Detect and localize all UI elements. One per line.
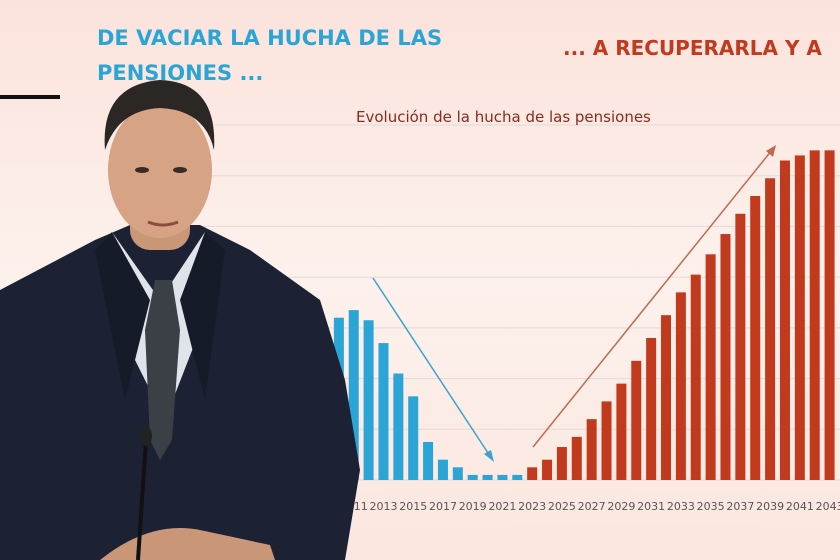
- microphone: [136, 439, 148, 560]
- x-tick-label: 2029: [607, 500, 635, 513]
- bar: [363, 320, 374, 480]
- bar: [794, 155, 805, 480]
- bar: [690, 274, 701, 480]
- x-tick-label: 2039: [756, 500, 784, 513]
- x-tick-label: 2021: [488, 500, 516, 513]
- bar: [750, 196, 761, 480]
- bar: [527, 467, 538, 480]
- bar: [616, 383, 627, 480]
- arrow-head: [484, 450, 494, 462]
- eye: [135, 167, 149, 173]
- bar: [512, 474, 523, 480]
- x-tick-label: 2033: [667, 500, 695, 513]
- x-tick-label: 2031: [637, 500, 665, 513]
- bar: [571, 436, 582, 480]
- bar: [705, 254, 716, 480]
- lapel: [95, 232, 225, 400]
- hair: [104, 80, 215, 150]
- bar: [720, 234, 731, 480]
- bar: [601, 401, 612, 480]
- x-tick-label: 2023: [518, 500, 546, 513]
- bar: [646, 338, 657, 480]
- bar: [497, 474, 508, 480]
- chart-title: Evolución de la hucha de las pensiones: [356, 108, 651, 126]
- bar: [675, 292, 686, 480]
- tie: [145, 280, 180, 460]
- x-tick-label: 2013: [369, 500, 397, 513]
- hands: [100, 528, 275, 560]
- bar: [735, 213, 746, 480]
- x-tick-label: 2027: [578, 500, 606, 513]
- bar: [482, 474, 493, 480]
- bar: [809, 150, 820, 480]
- bar: [467, 474, 478, 480]
- title-right: ... A RECUPERARLA Y A: [563, 36, 822, 60]
- bar: [556, 447, 567, 480]
- down-arrow: [372, 277, 491, 457]
- bar: [408, 396, 419, 480]
- bar: [393, 373, 404, 480]
- person: [0, 80, 360, 560]
- title-left-line: PENSIONES ...: [97, 61, 263, 85]
- bar: [661, 315, 672, 480]
- bar: [586, 419, 597, 480]
- x-tick-label: 2035: [697, 500, 725, 513]
- bar: [542, 459, 553, 480]
- microphone-head: [140, 426, 152, 446]
- rule: [0, 95, 60, 99]
- x-tick-label: 2019: [459, 500, 487, 513]
- bar: [423, 441, 434, 480]
- eye: [173, 167, 187, 173]
- bar: [765, 178, 776, 480]
- bar: [378, 343, 389, 480]
- arrow-head: [766, 145, 776, 157]
- bar: [779, 160, 790, 480]
- face: [108, 102, 212, 238]
- suit: [0, 225, 360, 560]
- mouth: [147, 220, 179, 227]
- x-tick-label: 2043: [816, 500, 840, 513]
- bar: [348, 310, 359, 480]
- x-tick-label: 2015: [399, 500, 427, 513]
- bar: [824, 150, 835, 480]
- bar: [631, 360, 642, 480]
- x-tick-label: 2037: [726, 500, 754, 513]
- bar: [437, 459, 448, 480]
- bar: [452, 467, 463, 480]
- x-tick-label: 2025: [548, 500, 576, 513]
- x-tick-label: 2041: [786, 500, 814, 513]
- x-axis: 2009201120132015201720192021202320252027…: [310, 500, 840, 513]
- title-left-line: DE VACIAR LA HUCHA DE LAS: [97, 26, 442, 50]
- up-arrow: [532, 149, 773, 448]
- x-tick-label: 2017: [429, 500, 457, 513]
